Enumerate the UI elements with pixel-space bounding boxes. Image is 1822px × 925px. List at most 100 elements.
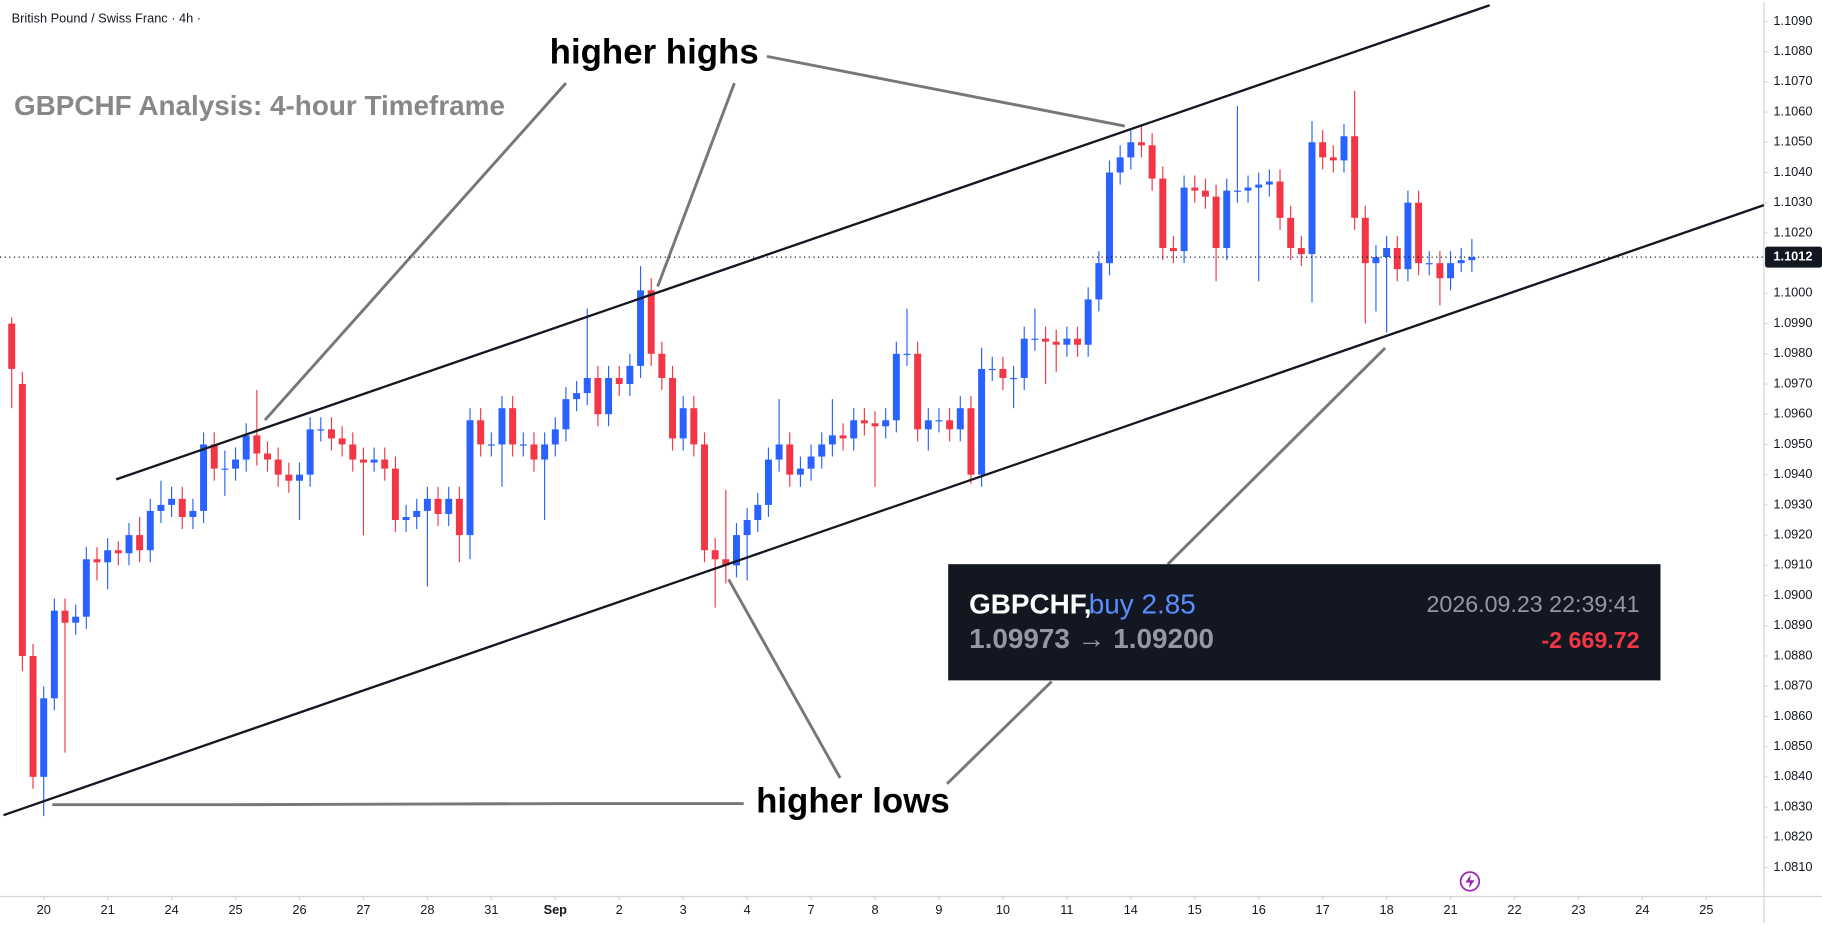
trade-symbol: GBPCHF, xyxy=(969,588,1091,619)
candle-body xyxy=(1180,187,1188,252)
y-tick-label: 1.0980 xyxy=(1773,345,1812,360)
candle-body xyxy=(1042,338,1050,342)
candle-body xyxy=(1159,178,1167,249)
trade-side: buy 2.85 xyxy=(1089,588,1196,619)
candle-body xyxy=(423,498,431,511)
candle-body xyxy=(1063,338,1071,345)
candle-body xyxy=(477,420,485,445)
candle-body xyxy=(1265,181,1273,185)
candle-body xyxy=(455,498,463,536)
candle-body xyxy=(50,610,58,699)
pointer xyxy=(1166,347,1387,566)
candle-body xyxy=(136,535,144,551)
candle-body xyxy=(850,420,858,439)
y-tick-label: 1.1040 xyxy=(1773,164,1812,179)
candles xyxy=(8,90,1476,817)
candle-body xyxy=(487,444,495,446)
x-tick-label: 16 xyxy=(1252,902,1266,917)
candle-body xyxy=(1308,142,1316,255)
candle-body xyxy=(647,290,655,354)
candle-body xyxy=(839,435,847,439)
candle-body xyxy=(1276,181,1284,218)
candle-body xyxy=(1329,157,1337,161)
candle-body xyxy=(807,456,815,469)
candle-body xyxy=(242,435,250,460)
candle-body xyxy=(914,353,922,430)
x-tick-label: 25 xyxy=(1699,902,1713,917)
y-tick-label: 1.0830 xyxy=(1773,798,1812,813)
candle-body xyxy=(871,423,879,427)
alert-icon[interactable] xyxy=(1459,871,1481,892)
candle-body xyxy=(402,516,410,520)
x-tick-label: 26 xyxy=(292,902,306,917)
candle-body xyxy=(370,459,378,463)
y-tick-label: 1.1000 xyxy=(1773,285,1812,300)
candle-body xyxy=(935,420,943,422)
candle-body xyxy=(1383,248,1391,258)
candle-body xyxy=(1148,145,1156,179)
candle-body xyxy=(72,616,80,623)
candle-body xyxy=(637,290,645,366)
candle-body xyxy=(1191,187,1199,191)
candle-body xyxy=(679,408,687,439)
candle-body xyxy=(1074,338,1082,345)
pointer xyxy=(946,680,1053,785)
candle-body xyxy=(1457,260,1465,264)
candle-body xyxy=(1052,341,1060,345)
candle-body xyxy=(434,498,442,514)
candle-body xyxy=(1010,377,1018,380)
candle-body xyxy=(146,510,154,551)
candle-body xyxy=(29,655,37,777)
candle-body xyxy=(349,444,357,460)
candle-body xyxy=(551,429,559,445)
x-tick-label: 17 xyxy=(1316,902,1330,917)
y-tick-label: 1.0880 xyxy=(1773,647,1812,662)
candle-body xyxy=(200,444,208,511)
y-tick-label: 1.0970 xyxy=(1773,375,1812,390)
candle-body xyxy=(967,408,975,475)
pointers xyxy=(52,54,1387,807)
candle-body xyxy=(253,435,261,454)
candle-body xyxy=(1127,142,1135,158)
candle-body xyxy=(658,353,666,378)
candle-body xyxy=(1319,142,1327,158)
y-tick-label: 1.1090 xyxy=(1773,13,1812,28)
candle-body xyxy=(1415,202,1423,264)
candle-body xyxy=(882,420,890,427)
candle-body xyxy=(1212,196,1220,249)
candle-body xyxy=(1447,263,1455,279)
last-price-label: 1.1012 xyxy=(1773,248,1812,263)
x-tick-label: Sep xyxy=(544,902,568,917)
candle-body xyxy=(988,368,996,371)
x-tick-label: 14 xyxy=(1124,902,1138,917)
pointer xyxy=(766,54,1126,128)
candle-body xyxy=(1137,142,1145,146)
trade-pnl: -2 669.72 xyxy=(1541,627,1639,653)
x-tick-label: 31 xyxy=(484,902,498,917)
y-tick-label: 1.0920 xyxy=(1773,526,1812,541)
candle-body xyxy=(615,377,623,385)
candle-body xyxy=(828,435,836,445)
candle-body xyxy=(1244,187,1252,191)
candle-body xyxy=(626,365,634,385)
y-tick-label: 1.0870 xyxy=(1773,678,1812,693)
y-tick-label: 1.0990 xyxy=(1773,315,1812,330)
candle-body xyxy=(732,535,740,566)
candle-body xyxy=(1201,190,1209,197)
x-tick-label: 9 xyxy=(935,902,942,917)
candle-body xyxy=(818,444,826,457)
candle-body xyxy=(711,550,719,560)
x-tick-label: 25 xyxy=(228,902,242,917)
candle-body xyxy=(93,559,101,563)
x-tick-label: 24 xyxy=(1635,902,1649,917)
candle-body xyxy=(1169,248,1177,252)
candle-body xyxy=(210,444,218,469)
candle-body xyxy=(743,519,751,536)
candle-body xyxy=(1223,190,1231,249)
candle-body xyxy=(903,353,911,355)
candle-body xyxy=(946,420,954,430)
x-tick-label: 18 xyxy=(1380,902,1394,917)
candle-body xyxy=(924,420,932,430)
candle-body xyxy=(317,429,325,431)
x-tick-label: 22 xyxy=(1507,902,1521,917)
